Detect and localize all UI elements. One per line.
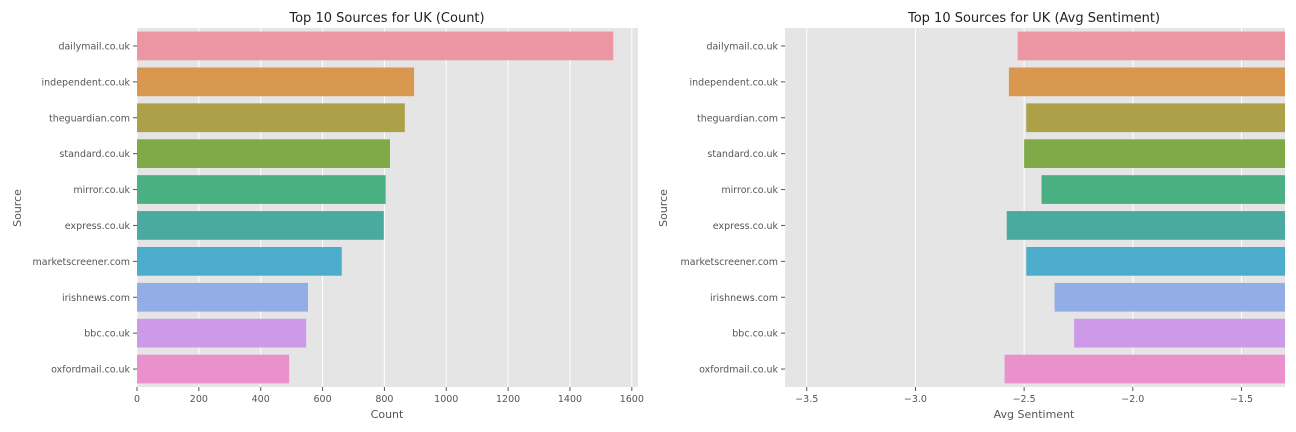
count-chart-category-label: oxfordmail.co.uk xyxy=(51,365,130,376)
count-chart-xlabel: Count xyxy=(371,408,404,421)
sentiment-chart-category-label: oxfordmail.co.uk xyxy=(699,365,778,376)
count-chart-title: Top 10 Sources for UK (Count) xyxy=(288,11,484,26)
count-chart: Top 10 Sources for UK (Count) Count Sour… xyxy=(11,11,644,421)
sentiment-chart-category-label: irishnews.com xyxy=(710,293,778,304)
sentiment-chart-bar xyxy=(1026,103,1285,133)
sentiment-chart-category-label: mirror.co.uk xyxy=(721,185,778,196)
sentiment-chart-title: Top 10 Sources for UK (Avg Sentiment) xyxy=(907,11,1160,26)
sentiment-chart-category-label: standard.co.uk xyxy=(707,149,778,160)
count-chart-bar xyxy=(137,318,307,348)
count-chart-category-label: mirror.co.uk xyxy=(73,185,130,196)
sentiment-chart-bar xyxy=(1008,67,1285,97)
count-chart-category-label: express.co.uk xyxy=(65,221,131,232)
count-chart-xtick-label: 1200 xyxy=(496,394,520,405)
count-chart-bar xyxy=(137,354,290,384)
count-chart-xtick-label: 800 xyxy=(375,394,393,405)
sentiment-chart-ylabel: Source xyxy=(657,189,670,227)
sentiment-chart-xtick-label: −3.5 xyxy=(795,394,818,405)
sentiment-chart-category-label: independent.co.uk xyxy=(690,77,779,88)
sentiment-chart-category-label: bbc.co.uk xyxy=(732,329,778,340)
sentiment-chart-category-label: dailymail.co.uk xyxy=(706,41,778,52)
count-chart-category-label: standard.co.uk xyxy=(59,149,130,160)
count-chart-xtick-label: 1600 xyxy=(620,394,644,405)
sentiment-chart-bar xyxy=(1006,211,1285,240)
sentiment-chart-bar xyxy=(1017,31,1285,61)
sentiment-chart-bar xyxy=(1004,354,1285,384)
count-chart-xtick-label: 400 xyxy=(252,394,270,405)
count-chart-bar xyxy=(137,103,405,133)
count-chart-xtick-label: 0 xyxy=(134,394,140,405)
count-chart-bar xyxy=(137,175,386,204)
count-chart-xtick-label: 1400 xyxy=(558,394,582,405)
sentiment-chart-category-label: marketscreener.com xyxy=(681,257,778,268)
sentiment-chart-category-label: express.co.uk xyxy=(713,221,779,232)
count-chart-category-label: independent.co.uk xyxy=(42,77,131,88)
count-chart-bar xyxy=(137,282,309,312)
count-chart-category-label: bbc.co.uk xyxy=(84,329,130,340)
sentiment-chart-bar xyxy=(1024,139,1285,169)
count-chart-bar xyxy=(137,67,415,97)
sentiment-chart-bar xyxy=(1054,282,1285,312)
sentiment-chart-xtick-label: −1.5 xyxy=(1230,394,1253,405)
count-chart-xtick-label: 1000 xyxy=(434,394,458,405)
sentiment-chart-xtick-label: −2.5 xyxy=(1013,394,1036,405)
sentiment-chart-xtick-label: −3.0 xyxy=(904,394,927,405)
count-chart-bar xyxy=(137,211,384,240)
count-chart-category-label: theguardian.com xyxy=(49,113,130,124)
count-chart-category-label: dailymail.co.uk xyxy=(58,41,130,52)
count-chart-xtick-label: 200 xyxy=(190,394,208,405)
sentiment-chart-category-label: theguardian.com xyxy=(697,113,778,124)
count-chart-bar xyxy=(137,31,614,61)
count-chart-bar xyxy=(137,246,342,276)
count-chart-bar xyxy=(137,139,390,169)
count-chart-xtick-label: 600 xyxy=(313,394,331,405)
count-chart-ylabel: Source xyxy=(11,189,24,227)
sentiment-chart-bar xyxy=(1074,318,1285,348)
sentiment-chart-xtick-label: −2.0 xyxy=(1121,394,1144,405)
count-chart-category-label: marketscreener.com xyxy=(33,257,130,268)
sentiment-chart-bar xyxy=(1026,246,1285,276)
count-chart-category-label: irishnews.com xyxy=(62,293,130,304)
sentiment-chart-bar xyxy=(1041,175,1285,204)
sentiment-chart: Top 10 Sources for UK (Avg Sentiment) Av… xyxy=(657,11,1285,421)
sentiment-chart-xlabel: Avg Sentiment xyxy=(994,408,1075,421)
